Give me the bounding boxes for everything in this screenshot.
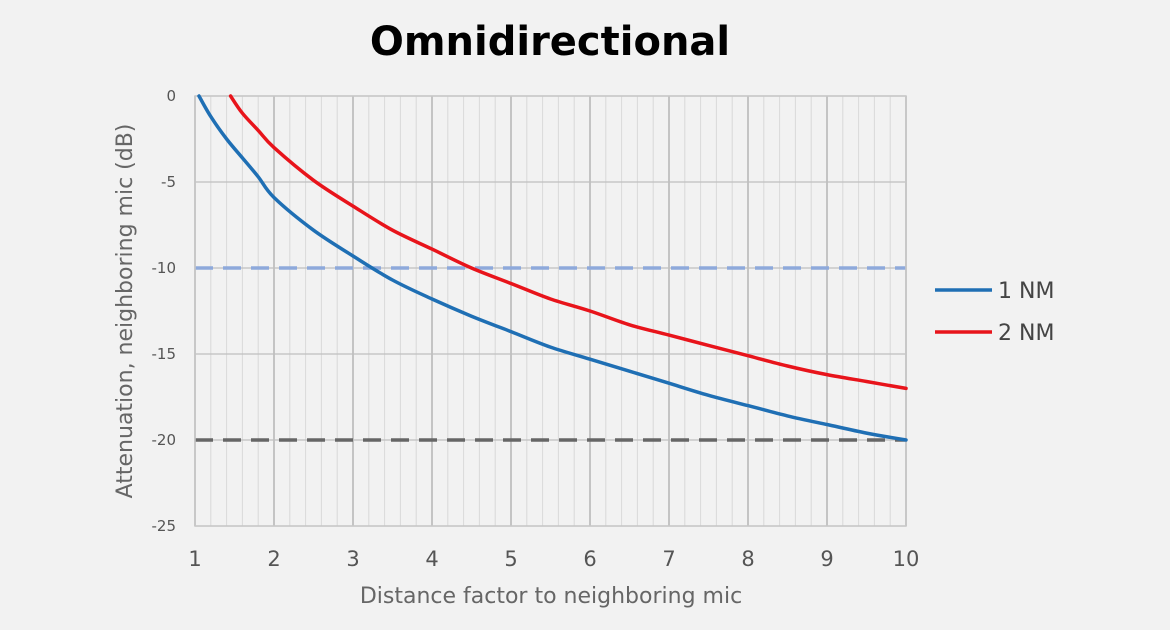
x-tick-label: 8 [741, 547, 754, 571]
y-axis-ticks: 0 -5 -10 -15 -20 -25 [152, 87, 177, 535]
series-line-1 [197, 94, 908, 442]
minor-gridlines [210, 96, 891, 526]
plot-area-border [194, 95, 907, 527]
x-tick-label: 2 [267, 547, 280, 571]
legend-label: 2 NM [998, 321, 1054, 346]
x-tick-label: 5 [504, 547, 517, 571]
y-tick-label: -20 [152, 431, 177, 449]
x-tick-label: 4 [425, 547, 438, 571]
x-tick-label: 9 [820, 547, 833, 571]
legend-label: 1 NM [998, 279, 1054, 304]
y-axis-label: Attenuation, neighboring mic (dB) [113, 124, 138, 499]
series-line-2 [228, 94, 908, 391]
reference-lines [195, 266, 906, 442]
chart-title: Omnidirectional [370, 19, 730, 65]
x-axis-ticks: 1 2 3 4 5 6 7 8 9 10 [188, 547, 919, 571]
major-gridlines [194, 95, 907, 527]
x-axis-label: Distance factor to neighboring mic [360, 584, 742, 609]
x-tick-label: 6 [583, 547, 596, 571]
y-tick-label: 0 [166, 87, 176, 105]
y-tick-label: -5 [161, 173, 176, 191]
x-tick-label: 10 [893, 547, 920, 571]
x-tick-label: 3 [346, 547, 359, 571]
legend: 1 NM 2 NM [935, 279, 1054, 346]
x-tick-label: 7 [662, 547, 675, 571]
series-layer [197, 94, 908, 442]
y-tick-label: -15 [152, 345, 177, 363]
x-tick-label: 1 [188, 547, 201, 571]
y-tick-label: -25 [152, 517, 177, 535]
y-tick-label: -10 [152, 259, 177, 277]
